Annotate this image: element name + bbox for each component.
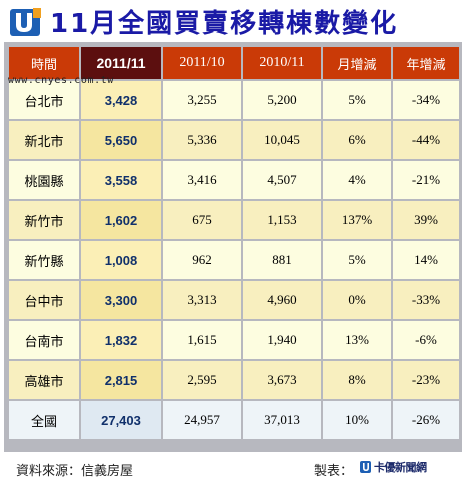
current-cell: 3,300 <box>81 281 161 319</box>
table-row: 桃園縣 3,558 3,416 4,507 4% -21% <box>9 161 459 199</box>
current-cell: 1,008 <box>81 241 161 279</box>
header-yoy: 年增減 <box>393 47 459 79</box>
prev-month-cell: 3,416 <box>163 161 241 199</box>
prev-month-cell: 3,255 <box>163 81 241 119</box>
city-cell: 新竹市 <box>9 201 79 239</box>
yoy-cell: -21% <box>393 161 459 199</box>
city-cell: 新北市 <box>9 121 79 159</box>
prev-month-cell: 3,313 <box>163 281 241 319</box>
prev-year-cell: 1,940 <box>243 321 321 359</box>
current-cell: 1,832 <box>81 321 161 359</box>
prev-month-cell: 675 <box>163 201 241 239</box>
city-cell: 台南市 <box>9 321 79 359</box>
prev-year-cell: 4,960 <box>243 281 321 319</box>
current-cell: 3,428 <box>81 81 161 119</box>
brand-logo: 卡優新聞網 <box>360 459 427 475</box>
city-cell: 新竹縣 <box>9 241 79 279</box>
data-table: 時間 2011/11 2011/10 2010/11 月增減 年增減 台北市 3… <box>7 45 461 441</box>
prev-year-cell: 3,673 <box>243 361 321 399</box>
mom-cell: 10% <box>323 401 391 439</box>
yoy-cell: 39% <box>393 201 459 239</box>
yoy-cell: -44% <box>393 121 459 159</box>
city-cell: 台北市 <box>9 81 79 119</box>
mom-cell: 5% <box>323 241 391 279</box>
prev-year-cell: 4,507 <box>243 161 321 199</box>
yoy-cell: -26% <box>393 401 459 439</box>
table-row: 台北市 3,428 3,255 5,200 5% -34% <box>9 81 459 119</box>
mom-cell: 0% <box>323 281 391 319</box>
table-row: 新竹縣 1,008 962 881 5% 14% <box>9 241 459 279</box>
header-2010-11: 2010/11 <box>243 47 321 79</box>
current-cell: 5,650 <box>81 121 161 159</box>
prev-month-cell: 1,615 <box>163 321 241 359</box>
header-2011-10: 2011/10 <box>163 47 241 79</box>
yoy-cell: -6% <box>393 321 459 359</box>
table-row: 台南市 1,832 1,615 1,940 13% -6% <box>9 321 459 359</box>
header: 11月全國買賣移轉棟數變化 <box>0 0 466 42</box>
current-cell: 27,403 <box>81 401 161 439</box>
prev-month-cell: 2,595 <box>163 361 241 399</box>
watermark-text: www.cnyes.com.tw <box>8 75 114 86</box>
mom-cell: 137% <box>323 201 391 239</box>
yoy-cell: -34% <box>393 81 459 119</box>
city-cell: 台中市 <box>9 281 79 319</box>
mom-cell: 8% <box>323 361 391 399</box>
yoy-cell: -23% <box>393 361 459 399</box>
header-time: 時間 <box>9 47 79 79</box>
prev-year-cell: 881 <box>243 241 321 279</box>
prev-month-cell: 24,957 <box>163 401 241 439</box>
table-header-row: 時間 2011/11 2011/10 2010/11 月增減 年增減 <box>9 47 459 79</box>
mom-cell: 13% <box>323 321 391 359</box>
yoy-cell: -33% <box>393 281 459 319</box>
cardu-logo-icon <box>10 8 41 36</box>
table-row: 新竹市 1,602 675 1,153 137% 39% <box>9 201 459 239</box>
mom-cell: 6% <box>323 121 391 159</box>
prev-year-cell: 1,153 <box>243 201 321 239</box>
table-row: 新北市 5,650 5,336 10,045 6% -44% <box>9 121 459 159</box>
footer: 資料來源：信義房屋 製表： 卡優新聞網 <box>0 452 466 480</box>
table-row: 台中市 3,300 3,313 4,960 0% -33% <box>9 281 459 319</box>
current-cell: 2,815 <box>81 361 161 399</box>
brand-text: 卡優新聞網 <box>374 461 427 474</box>
page-title: 11月全國買賣移轉棟數變化 <box>50 9 399 39</box>
prev-month-cell: 5,336 <box>163 121 241 159</box>
mom-cell: 5% <box>323 81 391 119</box>
city-cell: 高雄市 <box>9 361 79 399</box>
city-cell: 桃園縣 <box>9 161 79 199</box>
mom-cell: 4% <box>323 161 391 199</box>
table-row: 高雄市 2,815 2,595 3,673 8% -23% <box>9 361 459 399</box>
yoy-cell: 14% <box>393 241 459 279</box>
prev-month-cell: 962 <box>163 241 241 279</box>
current-cell: 1,602 <box>81 201 161 239</box>
city-cell: 全國 <box>9 401 79 439</box>
prev-year-cell: 5,200 <box>243 81 321 119</box>
header-2011-11: 2011/11 <box>81 47 161 79</box>
total-row: 全國 27,403 24,957 37,013 10% -26% <box>9 401 459 439</box>
current-cell: 3,558 <box>81 161 161 199</box>
prev-year-cell: 10,045 <box>243 121 321 159</box>
header-mom: 月增減 <box>323 47 391 79</box>
source-text: 資料來源：信義房屋 <box>16 464 134 479</box>
cardu-brand-icon <box>360 461 371 473</box>
maker-label: 製表： <box>314 464 354 479</box>
prev-year-cell: 37,013 <box>243 401 321 439</box>
